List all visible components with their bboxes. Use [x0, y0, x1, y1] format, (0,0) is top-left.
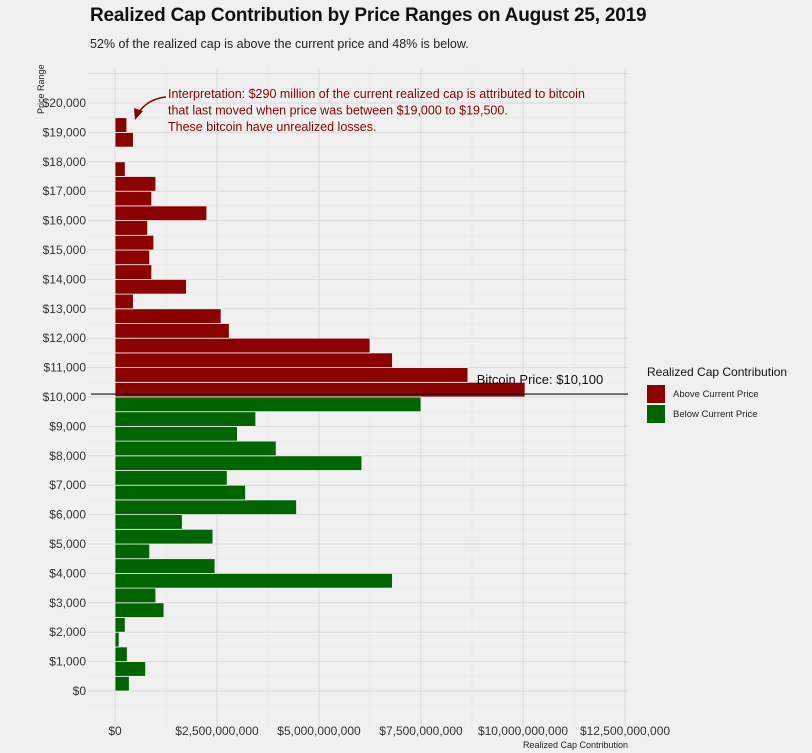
legend-label-above: Above Current Price	[673, 388, 759, 400]
bar-below-current-price	[114, 411, 257, 427]
y-tick-label: $15,000	[43, 243, 87, 257]
bar-above-current-price	[114, 293, 134, 310]
x-tick-labels: $0 $2,500,000,000 $5,000,000,000 $7,500,000…	[108, 724, 670, 738]
bar-above-current-price	[114, 264, 153, 280]
y-tick-label: $16,000	[43, 214, 87, 228]
legend-item-below: Below Current Price	[647, 404, 787, 424]
bar-above-current-price	[114, 117, 128, 133]
bar-below-current-price	[114, 661, 147, 677]
bars	[114, 117, 526, 692]
legend: Realized Cap Contribution Above Current …	[647, 365, 787, 424]
bar-above-current-price	[114, 249, 151, 266]
y-tick-label: $14,000	[43, 272, 87, 286]
y-tick-label: $2,000	[49, 625, 86, 639]
y-tick-label: $1,000	[49, 655, 86, 669]
y-tick-labels: $0 $1,000 $2,000 $3,000 $4,000 $5,000 $6,000 $7…	[43, 96, 87, 698]
bar-below-current-price	[114, 455, 363, 471]
y-tick-label: $18,000	[43, 155, 87, 169]
bar-below-current-price	[114, 543, 151, 560]
y-tick-label: $9,000	[49, 419, 86, 433]
bar-below-current-price	[114, 396, 422, 413]
y-tick-label: $4,000	[49, 566, 86, 580]
y-tick-label: $6,000	[49, 508, 86, 522]
bar-below-current-price	[114, 499, 297, 515]
y-tick-label: $17,000	[43, 184, 87, 198]
y-tick-label: $10,000	[43, 390, 87, 404]
y-tick-label: $13,000	[43, 302, 87, 316]
bar-below-current-price	[114, 558, 216, 574]
y-tick-label: $7,000	[49, 478, 86, 492]
y-tick-label: $11,000	[44, 361, 87, 375]
bar-above-current-price	[114, 161, 126, 177]
annotation-line: that last moved when price was between $…	[168, 104, 508, 118]
y-tick-label: $8,000	[49, 449, 86, 463]
x-tick-label: $10,000,000,000	[478, 724, 568, 738]
chart-title: Realized Cap Contribution by Price Range…	[90, 5, 647, 26]
bar-above-current-price	[114, 352, 393, 368]
legend-label-below: Below Current Price	[673, 408, 758, 420]
legend-title: Realized Cap Contribution	[647, 365, 788, 379]
current-price-label: Bitcoin Price: $10,100	[477, 372, 603, 387]
bar-above-current-price	[114, 337, 371, 354]
bar-below-current-price	[114, 440, 277, 457]
bar-above-current-price	[114, 367, 469, 383]
bar-above-current-price	[114, 308, 222, 324]
bar-below-current-price	[114, 484, 246, 501]
bar-below-current-price	[114, 514, 183, 530]
annotation-line: Interpretation: $290 million of the curr…	[168, 87, 585, 101]
bar-above-current-price	[114, 205, 208, 221]
bar-below-current-price	[114, 573, 393, 589]
annotation-arrow	[138, 96, 167, 113]
bar-below-current-price	[114, 470, 228, 486]
y-tick-label: $0	[73, 684, 87, 698]
bar-below-current-price	[114, 587, 157, 604]
bar-above-current-price	[114, 220, 149, 236]
legend-swatch-above	[647, 385, 665, 403]
x-tick-label: $2,500,000,000	[175, 724, 259, 738]
bar-below-current-price	[114, 646, 128, 663]
x-tick-label: $0	[108, 724, 122, 738]
bar-below-current-price	[114, 631, 120, 648]
bar-below-current-price	[114, 617, 126, 633]
bar-above-current-price	[114, 190, 153, 207]
annotation-line: These bitcoin have unrealized losses.	[168, 120, 376, 134]
bar-above-current-price	[114, 278, 187, 295]
chart-subtitle: 52% of the realized cap is above the cur…	[90, 37, 469, 51]
bar-below-current-price	[114, 675, 130, 692]
x-tick-label: $7,500,000,000	[379, 724, 463, 738]
y-tick-label: $19,000	[43, 125, 87, 139]
bar-below-current-price	[114, 602, 165, 618]
bar-above-current-price	[114, 381, 526, 398]
bar-above-current-price	[114, 323, 230, 339]
bar-above-current-price	[114, 176, 157, 192]
x-tick-label: $12,500,000,000	[580, 724, 670, 738]
y-tick-label: $20,000	[43, 96, 87, 110]
interpretation-annotation: Interpretation: $290 million of the curr…	[168, 87, 585, 134]
legend-swatch-below	[647, 405, 665, 423]
annotation-arrowhead	[134, 108, 143, 120]
bar-below-current-price	[114, 425, 238, 442]
y-tick-label: $3,000	[49, 596, 86, 610]
x-axis-label: Realized Cap Contribution	[523, 740, 628, 750]
y-tick-label: $5,000	[49, 537, 86, 551]
bar-above-current-price	[114, 131, 134, 148]
y-tick-label: $12,000	[43, 331, 87, 345]
y-axis-label: Price Range	[36, 64, 46, 114]
bar-above-current-price	[114, 234, 155, 251]
bar-below-current-price	[114, 528, 214, 545]
legend-item-above: Above Current Price	[647, 384, 787, 404]
x-tick-label: $5,000,000,000	[277, 724, 361, 738]
